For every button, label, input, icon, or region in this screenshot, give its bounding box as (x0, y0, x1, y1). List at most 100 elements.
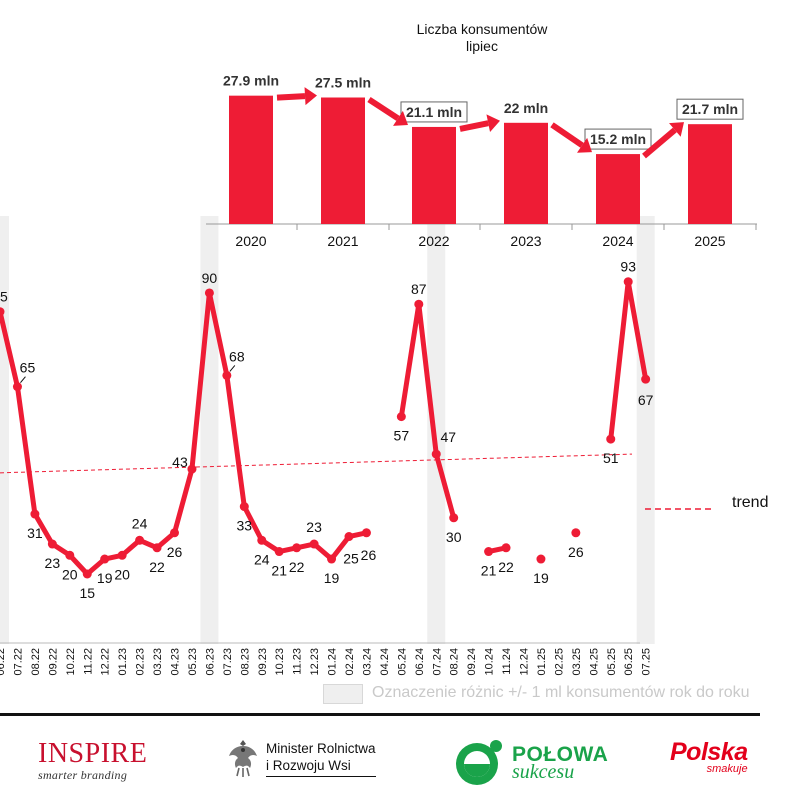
trend-arrow-2021-2022 (367, 96, 408, 126)
data-label-01.24: 19 (324, 570, 340, 586)
value-label-2021: 27.5 mln (315, 75, 371, 91)
highlight-band-06.22 (0, 216, 9, 644)
data-label-07.24: 47 (440, 429, 456, 445)
value-label-2023: 22 mln (504, 100, 548, 116)
bar-2025 (688, 124, 732, 224)
x-tick-label-10.24: 10.24 (484, 648, 496, 676)
data-point-03.25 (571, 528, 581, 538)
ministry-logo: Minister Rolnictwa i Rozwoju Wsi (228, 736, 376, 780)
polska-logo-line2: smakuje (706, 763, 748, 775)
data-point-05.25 (606, 434, 616, 444)
x-tick-label-04.24: 04.24 (379, 648, 391, 676)
data-point-02.24 (344, 532, 354, 542)
footer-divider (0, 713, 760, 716)
data-label-11.22: 15 (79, 585, 95, 601)
highlight-legend-label: Oznaczenie różnic +/- 1 ml konsumentów r… (372, 684, 750, 701)
data-point-06.23 (204, 288, 214, 298)
data-label-10.24: 21 (481, 563, 497, 579)
arrow-shaft (459, 120, 489, 132)
leaf-circle-icon (456, 740, 502, 785)
data-label-05.24: 57 (394, 428, 410, 444)
x-tick-label-09.23: 09.23 (257, 648, 269, 676)
data-label-07.22: 65 (20, 360, 36, 376)
polowa-logo-line2: sukcesu (512, 760, 575, 783)
inset-category-label-2021: 2021 (327, 233, 358, 249)
inspire-logo: INSPIRE smarter branding (38, 738, 147, 783)
bar-2020 (229, 95, 273, 224)
value-box-2024 (584, 128, 652, 150)
inset-category-label-2020: 2020 (235, 233, 266, 249)
data-label-01.23: 20 (114, 566, 130, 582)
arrow-shaft (550, 122, 584, 148)
data-point-10.22 (65, 550, 75, 560)
data-point-11.23 (292, 543, 302, 553)
data-point-01.25 (536, 554, 546, 564)
arrow-head (304, 87, 317, 106)
arrow-shaft (642, 127, 677, 159)
leader-tick-07.22 (20, 376, 26, 383)
data-point-08.23 (239, 502, 249, 512)
x-tick-label-01.25: 01.25 (536, 648, 548, 676)
inspire-logo-name: INSPIRE (38, 738, 148, 769)
highlight-band-07.24 (427, 216, 446, 644)
data-point-12.23 (309, 539, 319, 549)
data-label-06.22: 85 (0, 289, 8, 305)
inset-category-label-2023: 2023 (510, 233, 541, 249)
data-label-04.23: 26 (167, 544, 183, 560)
x-tick-label-06.24: 06.24 (414, 648, 426, 676)
x-tick-label-09.22: 09.22 (47, 648, 59, 676)
arrow-head (577, 137, 592, 153)
x-tick-label-12.23: 12.23 (309, 648, 321, 676)
x-tick-label-02.23: 02.23 (135, 648, 147, 676)
trend-line (0, 453, 633, 474)
arrow-head (486, 114, 500, 133)
x-tick-label-03.24: 03.24 (361, 648, 373, 676)
data-label-07.23: 68 (229, 348, 245, 364)
value-box-2025 (676, 98, 744, 120)
data-point-01.23 (117, 550, 127, 560)
data-point-06.24 (414, 299, 424, 309)
x-tick-label-11.23: 11.23 (292, 648, 304, 675)
x-tick-label-12.22: 12.22 (100, 648, 112, 676)
ministry-logo-line2: i Rozwoju Wsi (266, 757, 351, 773)
x-tick-label-09.24: 09.24 (466, 648, 478, 676)
trend-legend-label: trend (732, 494, 769, 511)
inset-chart-title: Liczba konsumentów (417, 21, 549, 37)
ministry-logo-line1: Minister Rolnictwa (266, 740, 376, 756)
inspire-logo-tagline: smarter branding (38, 768, 128, 782)
x-tick-label-08.22: 08.22 (30, 648, 42, 676)
data-point-07.24 (431, 449, 441, 459)
data-point-09.23 (257, 535, 267, 545)
x-tick-label-04.23: 04.23 (170, 648, 182, 676)
x-tick-label-03.23: 03.23 (152, 648, 164, 676)
x-tick-label-06.23: 06.23 (204, 648, 216, 676)
data-label-03.25: 26 (568, 544, 584, 560)
x-tick-label-10.23: 10.23 (274, 648, 286, 676)
data-label-10.22: 20 (62, 566, 78, 582)
data-label-12.23: 23 (306, 519, 322, 535)
data-point-08.22 (30, 509, 40, 519)
leader-tick-07.23 (229, 365, 236, 372)
x-tick-label-05.24: 05.24 (396, 648, 408, 676)
arrow-head (393, 110, 408, 126)
bar-2021 (321, 97, 365, 224)
inset-category-label-2022: 2022 (418, 233, 449, 249)
x-tick-label-05.25: 05.25 (606, 648, 618, 676)
highlight-legend-swatch (323, 684, 363, 704)
arrow-shaft (276, 93, 306, 101)
data-point-10.23 (274, 547, 284, 557)
x-tick-label-11.24: 11.24 (501, 648, 513, 675)
data-label-08.23: 33 (237, 518, 253, 534)
data-point-07.25 (641, 374, 651, 384)
data-label-06.23: 90 (202, 270, 218, 286)
data-point-02.23 (135, 535, 145, 545)
trend-arrow-2022-2023 (459, 114, 500, 133)
data-point-11.22 (82, 569, 92, 579)
x-tick-label-07.23: 07.23 (222, 648, 234, 676)
polowa-logo-line1: POŁOWA (512, 742, 609, 766)
data-point-07.23 (222, 370, 232, 380)
x-tick-label-01.23: 01.23 (117, 648, 129, 676)
data-label-09.23: 24 (254, 551, 270, 567)
